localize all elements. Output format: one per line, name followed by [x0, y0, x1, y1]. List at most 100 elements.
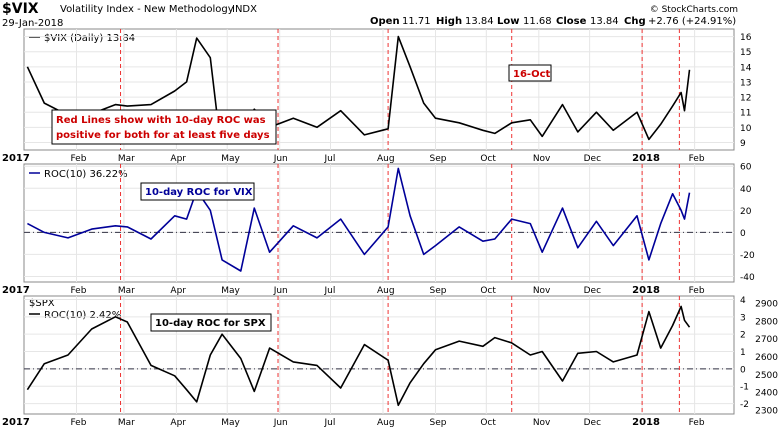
month-label: Nov: [533, 286, 551, 296]
month-label: Jun: [273, 154, 288, 164]
roc-vix-note-box: [140, 182, 255, 201]
month-label: Aug: [377, 154, 395, 164]
month-label: Sep: [430, 154, 447, 164]
high-label: High: [436, 16, 462, 27]
month-label: Oct: [480, 154, 496, 164]
roc-vix-panel: [23, 163, 735, 283]
high-value: 13.84: [465, 16, 494, 27]
red-lines-note: Red Lines show with 10-day ROC was posit…: [56, 115, 270, 141]
month-label: Dec: [584, 418, 601, 428]
roc-vix-ytick-label: 20: [740, 207, 752, 217]
roc-spx-panel: [23, 295, 735, 415]
roc-vix-ytick-label: 0: [740, 229, 746, 239]
roc-spx-ytick-label: -1: [740, 383, 749, 393]
open-value: 11.71: [402, 16, 431, 27]
roc-spx-ytick-label: 2: [740, 331, 746, 341]
roc-vix-ytick-label: -20: [740, 251, 755, 261]
header-name: Volatility Index - New Methodology: [60, 4, 234, 15]
spx-price-tick-label: 2500: [755, 371, 778, 381]
year-label-2018: 2018: [632, 285, 660, 296]
red-lines-note-line-1: Red Lines show with 10-day ROC was: [56, 115, 266, 126]
month-label: May: [221, 418, 240, 428]
spx-legend-symbol: $SPX: [29, 298, 55, 309]
header-symbol: $VIX: [2, 1, 39, 17]
roc-vix-series-line: [27, 167, 691, 272]
month-label: Feb: [689, 286, 705, 296]
vix-series-line: [26, 35, 691, 141]
month-label: Aug: [377, 418, 395, 428]
open-label: Open: [370, 16, 400, 27]
spx-price-tick-label: 2700: [755, 335, 778, 345]
month-label: Mar: [118, 154, 135, 164]
low-value: 11.68: [523, 16, 552, 27]
vix-ytick-label: 12: [740, 94, 751, 104]
month-label: Sep: [430, 418, 447, 428]
month-label: Sep: [430, 286, 447, 296]
month-label: Jul: [324, 154, 336, 164]
month-label: Feb: [70, 418, 86, 428]
month-label: Jul: [324, 286, 336, 296]
year-label-2018: 2018: [632, 153, 660, 164]
month-label: May: [221, 286, 240, 296]
vix-ytick-label: 13: [740, 78, 751, 88]
vix-panel: [23, 28, 735, 151]
month-label: Mar: [118, 418, 135, 428]
roc-vix-ytick-label: -40: [740, 273, 755, 283]
month-label: Aug: [377, 286, 395, 296]
chg-label: Chg: [624, 16, 646, 27]
month-label: Jul: [324, 418, 336, 428]
month-label: Feb: [689, 418, 705, 428]
oct16-box: [508, 64, 552, 82]
roc-vix-note: 10-day ROC for VIX: [145, 187, 253, 198]
roc-spx-ytick-label: -2: [740, 400, 749, 410]
year-label-2017: 2017: [2, 153, 30, 164]
roc-spx-ytick-label: 1: [740, 348, 746, 358]
month-label: Dec: [584, 286, 601, 296]
vix-ytick-label: 14: [740, 63, 752, 73]
roc-spx-ytick-label: 4: [740, 296, 746, 306]
vix-ytick-label: 11: [740, 109, 751, 119]
roc-vix-ytick-label: 40: [740, 185, 752, 195]
close-value: 13.84: [590, 16, 619, 27]
month-label: Oct: [480, 286, 496, 296]
month-label: Oct: [480, 418, 496, 428]
roc-spx-legend: ROC(10) 2.42%: [44, 310, 121, 321]
month-label: Dec: [584, 154, 601, 164]
month-label: Feb: [70, 286, 86, 296]
year-label-2017: 2017: [2, 417, 30, 428]
month-label: Jun: [273, 286, 288, 296]
year-label-2018: 2018: [632, 417, 660, 428]
roc-vix-ytick-label: 60: [740, 163, 752, 173]
spx-price-tick-label: 2600: [755, 353, 778, 363]
vix-ytick-label: 15: [740, 48, 751, 58]
red-lines-annotation: Red Lines show with 10-day ROC was posit…: [51, 109, 277, 145]
spx-price-tick-label: 2400: [755, 389, 778, 399]
red-lines-note-box: [51, 109, 277, 145]
roc-spx-series-line: [26, 305, 691, 407]
vix-legend: $VIX (Daily) 13.84: [44, 33, 135, 44]
month-label: Feb: [689, 154, 705, 164]
month-label: Nov: [533, 154, 551, 164]
header-date: 29-Jan-2018: [2, 18, 63, 29]
vix-ytick-label: 9: [740, 139, 746, 149]
spx-price-tick-label: 2800: [755, 317, 778, 327]
month-label: Nov: [533, 418, 551, 428]
month-label: Apr: [170, 154, 186, 164]
month-label: Jun: [273, 418, 288, 428]
spx-price-tick-label: 2300: [755, 407, 778, 417]
roc-spx-note-box: [150, 313, 272, 332]
month-label: Mar: [118, 286, 135, 296]
low-label: Low: [497, 16, 519, 27]
spx-price-tick-label: 2900: [755, 300, 778, 310]
month-label: Feb: [70, 154, 86, 164]
roc-vix-legend: ROC(10) 36.22%: [44, 169, 128, 180]
oct16-label: 16-Oct: [513, 69, 550, 80]
brand-label: © StockCharts.com: [650, 5, 738, 15]
header-exchange: INDX: [232, 4, 257, 15]
month-label: Apr: [170, 286, 186, 296]
chg-value: +2.76 (+24.91%): [648, 16, 736, 27]
year-label-2017: 2017: [2, 285, 30, 296]
roc-spx-ytick-label: 0: [740, 365, 746, 375]
